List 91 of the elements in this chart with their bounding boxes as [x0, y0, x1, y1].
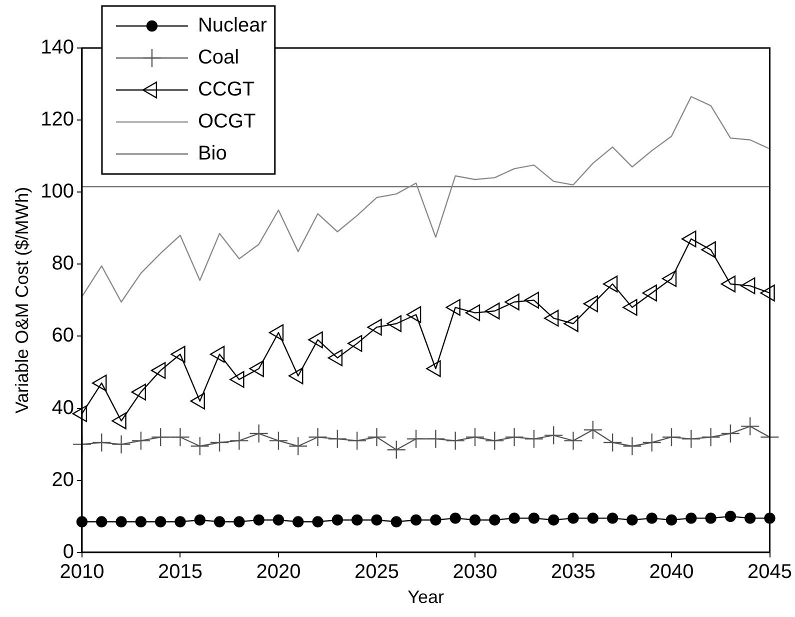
x-tick-label: 2030 — [452, 560, 498, 583]
point — [288, 436, 308, 456]
point — [92, 432, 112, 452]
point — [308, 428, 328, 447]
x-tick-label: 2035 — [550, 560, 596, 583]
point — [720, 424, 740, 444]
point — [116, 516, 127, 528]
point — [214, 516, 226, 528]
point — [406, 429, 426, 449]
point — [410, 514, 422, 526]
point — [524, 429, 544, 449]
point — [686, 512, 697, 524]
point — [583, 420, 602, 440]
y-tick-label: 140 — [40, 36, 74, 59]
point — [135, 516, 147, 528]
point — [446, 431, 465, 450]
legend-label: Bio — [198, 142, 227, 165]
point — [508, 512, 520, 524]
point — [622, 436, 642, 456]
point — [568, 512, 579, 524]
point — [744, 512, 756, 524]
point — [724, 510, 736, 522]
legend-label: Coal — [198, 46, 240, 69]
legend-label: Nuclear — [198, 14, 268, 37]
point — [642, 432, 662, 452]
point — [272, 514, 284, 526]
point — [312, 516, 324, 528]
point — [150, 428, 170, 447]
y-axis-title: Variable O&M Cost ($/MWh) — [12, 186, 32, 414]
x-tick-label: 2045 — [748, 560, 792, 583]
point — [426, 429, 446, 449]
point — [705, 512, 716, 524]
point — [154, 516, 166, 528]
point — [190, 436, 210, 456]
x-tick-label: 2015 — [158, 560, 202, 583]
point — [548, 514, 560, 526]
point — [544, 426, 564, 445]
point — [701, 428, 720, 447]
point — [268, 431, 288, 450]
point — [96, 516, 108, 528]
point — [332, 514, 344, 526]
point — [351, 514, 363, 526]
point — [465, 428, 485, 447]
point — [371, 514, 382, 526]
point — [170, 428, 190, 447]
point — [347, 431, 367, 450]
point — [450, 512, 461, 524]
point — [430, 514, 442, 526]
point — [194, 514, 206, 526]
point — [489, 514, 500, 526]
legend-label: CCGT — [198, 78, 255, 101]
x-tick-label: 2025 — [354, 560, 399, 583]
point — [112, 434, 131, 454]
point — [253, 514, 264, 526]
point — [564, 431, 583, 450]
point — [646, 512, 658, 524]
y-tick-label: 80 — [52, 252, 74, 275]
x-tick-label: 2040 — [649, 560, 694, 583]
point — [528, 512, 540, 524]
y-tick-label: 0 — [62, 540, 74, 563]
point — [469, 514, 481, 526]
legend-label: OCGT — [198, 110, 256, 133]
point — [606, 512, 618, 524]
point — [367, 428, 386, 447]
y-tick-label: 120 — [40, 108, 74, 131]
point — [386, 440, 406, 460]
point — [587, 512, 598, 524]
point — [210, 432, 230, 452]
point — [234, 516, 245, 528]
point — [485, 431, 504, 450]
point — [174, 516, 186, 528]
point — [249, 424, 268, 444]
y-tick-label: 60 — [52, 324, 74, 347]
y-tick-label: 100 — [40, 180, 74, 203]
point — [662, 428, 682, 447]
y-tick-label: 20 — [52, 468, 74, 491]
point — [682, 429, 701, 449]
point — [740, 416, 760, 436]
point — [626, 514, 638, 526]
x-tick-label: 2010 — [60, 560, 104, 583]
y-tick-label: 40 — [52, 396, 74, 419]
point — [292, 516, 304, 528]
point — [390, 516, 402, 528]
x-tick-label: 2020 — [256, 560, 301, 583]
point — [666, 514, 678, 526]
point — [230, 431, 249, 450]
point — [131, 431, 151, 450]
point — [602, 432, 622, 452]
point — [504, 428, 524, 447]
point — [328, 429, 348, 449]
x-axis-title: Year — [408, 587, 444, 608]
